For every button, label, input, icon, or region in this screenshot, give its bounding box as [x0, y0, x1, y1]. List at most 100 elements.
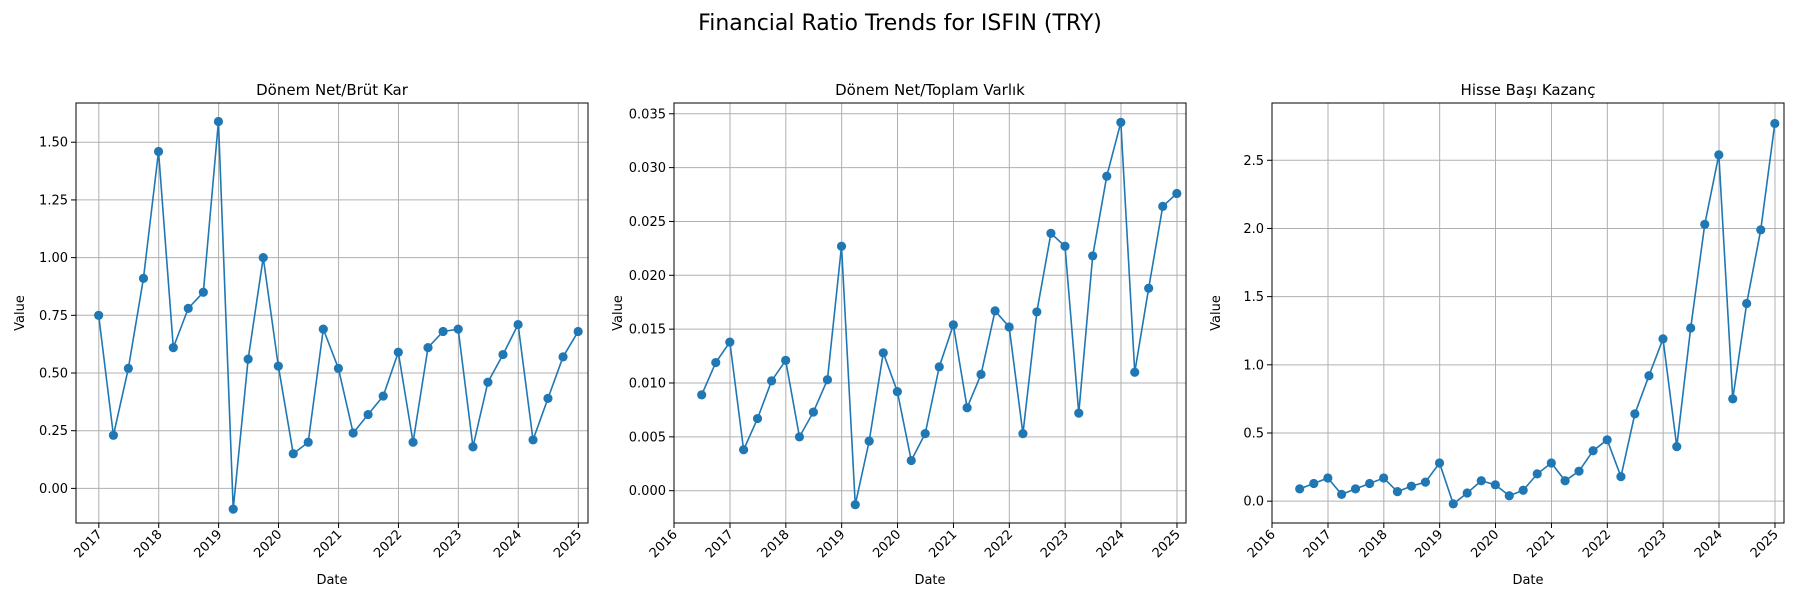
y-tick-label: 1.0 — [1243, 358, 1264, 373]
data-point — [1172, 188, 1182, 199]
data-point — [1434, 458, 1445, 468]
data-point — [1714, 150, 1724, 160]
x-tick-label: 2021 — [1524, 527, 1558, 561]
x-axis-label: Date — [1512, 573, 1543, 588]
y-tick-label: 0.25 — [39, 424, 68, 439]
data-point — [1350, 484, 1361, 494]
data-point — [468, 442, 478, 452]
data-point — [1018, 429, 1028, 439]
x-tick-label: 2020 — [870, 527, 904, 561]
data-point — [348, 428, 358, 438]
x-tick-label: 2019 — [1412, 527, 1446, 561]
x-tick-label: 2019 — [814, 527, 848, 561]
x-tick-label: 2020 — [251, 527, 285, 561]
data-point — [1448, 499, 1458, 509]
x-axis-label: Date — [316, 573, 347, 588]
data-point — [1700, 219, 1710, 229]
y-tick-label: 0.020 — [629, 269, 666, 284]
data-point — [1574, 466, 1584, 476]
data-point — [1476, 476, 1486, 486]
x-tick-label: 2022 — [371, 527, 405, 561]
data-point — [333, 363, 343, 373]
data-point — [123, 363, 133, 373]
data-point — [1644, 371, 1654, 381]
data-point — [558, 352, 568, 362]
data-point — [1504, 491, 1514, 501]
data-point — [498, 349, 508, 360]
data-point — [1672, 442, 1682, 452]
y-tick-label: 1.50 — [39, 136, 68, 151]
subplot-1: 0.00 0.25 0.50 0.75 1.00 1.25 1.50 2017 2018 2019… — [13, 81, 589, 588]
subplot-3: 0.0 0.5 1.0 1.5 2.0 2.5 2016 2017 2018 2019 2020 20… — [1209, 81, 1785, 588]
data-point — [1406, 481, 1416, 491]
y-tick-label: 0.010 — [629, 377, 666, 392]
data-point — [1088, 251, 1098, 261]
data-point — [1365, 478, 1375, 489]
data-point — [273, 361, 283, 371]
data-point — [1295, 484, 1305, 494]
data-point — [1602, 435, 1612, 445]
data-point — [1616, 472, 1626, 482]
data-point — [1337, 489, 1347, 499]
data-point — [739, 445, 749, 455]
data-point — [363, 409, 373, 420]
x-tick-label: 2016 — [647, 527, 681, 561]
x-tick-label: 2017 — [703, 527, 737, 561]
plot-frame — [75, 102, 589, 524]
data-point — [711, 357, 721, 368]
y-tick-label: 0.00 — [39, 482, 68, 497]
data-point — [1323, 473, 1333, 483]
data-point — [1532, 469, 1542, 479]
x-tick-label: 2022 — [1580, 527, 1614, 561]
data-point — [183, 303, 193, 313]
subplot-2: 0.000 0.005 0.010 0.015 0.020 0.025 0.030 0.035… — [611, 81, 1187, 588]
data-point — [1102, 171, 1112, 181]
x-tick-label: 2023 — [431, 527, 465, 561]
x-tick-label: 2025 — [1150, 527, 1184, 561]
data-point — [258, 253, 268, 263]
data-point — [794, 432, 805, 442]
x-tick-label: 2025 — [551, 527, 585, 561]
data-point — [1158, 201, 1168, 211]
x-tick-label: 2025 — [1748, 527, 1782, 561]
data-point — [438, 326, 448, 337]
x-tick-label: 2017 — [72, 527, 106, 561]
x-tick-label: 2023 — [1038, 527, 1072, 561]
y-tick-label: 0.5 — [1243, 427, 1264, 442]
x-tick-label: 2021 — [311, 527, 345, 561]
data-point — [1144, 283, 1154, 293]
data-point — [1392, 487, 1403, 497]
y-tick-label: 0.50 — [39, 367, 68, 382]
data-point — [573, 326, 583, 337]
y-tick-label: 1.5 — [1243, 290, 1264, 305]
data-point — [243, 354, 253, 364]
x-tick-label: 2024 — [1094, 527, 1128, 561]
data-point — [1074, 408, 1084, 418]
y-axis-label: Value — [13, 295, 28, 331]
data-point — [483, 377, 493, 387]
data-point — [303, 437, 313, 447]
x-tick-label: 2020 — [1468, 527, 1502, 561]
data-point — [1309, 478, 1319, 489]
data-point — [168, 343, 178, 353]
data-point — [1546, 458, 1556, 468]
data-point — [752, 413, 763, 424]
plot-frame — [673, 102, 1187, 524]
y-tick-label: 0.75 — [39, 309, 68, 324]
data-point — [1658, 334, 1668, 344]
data-point — [850, 500, 860, 510]
y-axis-label: Value — [611, 295, 626, 331]
data-point — [408, 437, 418, 447]
data-point — [198, 287, 208, 297]
data-point — [1588, 446, 1598, 456]
x-tick-label: 2019 — [191, 527, 225, 561]
data-point — [1046, 228, 1056, 238]
data-point — [808, 407, 818, 417]
data-point — [543, 393, 553, 403]
data-point — [1490, 480, 1500, 490]
data-point — [1742, 298, 1752, 309]
data-point — [697, 390, 707, 400]
y-tick-label: 0.0 — [1243, 495, 1264, 510]
y-tick-label: 1.25 — [39, 193, 68, 208]
